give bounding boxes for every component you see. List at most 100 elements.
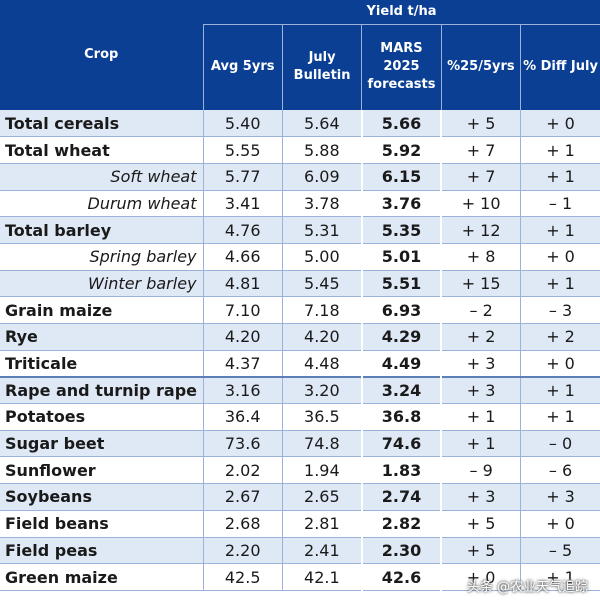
crop-name-cell: Rye	[0, 323, 203, 351]
table-row: Total wheat 5.55 5.88 5.92 + 7 + 1	[0, 136, 600, 164]
avg-5yrs-cell: 5.40	[202, 110, 283, 138]
diff-july-cell: – 5	[520, 537, 600, 565]
table-row: Soybeans 2.67 2.65 2.74 + 3 + 3	[0, 483, 600, 511]
table-row: Durum wheat 3.41 3.78 3.76 + 10– 1	[0, 190, 600, 218]
crop-name-cell: Field peas	[0, 537, 203, 565]
diff-5yrs-cell: + 3	[440, 375, 521, 405]
forecast-cell: 4.29	[360, 323, 443, 351]
forecast-cell: 2.82	[360, 510, 443, 538]
avg-5yrs-cell: 4.66	[202, 243, 283, 271]
crop-name-cell: Green maize	[0, 563, 203, 591]
crop-name-cell: Sunflower	[0, 456, 203, 485]
crop-name-cell: Spring barley	[0, 243, 203, 271]
july-bulletin-cell: 4.48	[281, 350, 362, 378]
diff-5yrs-cell: + 0	[440, 563, 521, 591]
forecast-cell: 5.66	[360, 110, 443, 138]
table-row: Green maize 42.5 42.1 42.6 + 0 + 1	[0, 563, 600, 591]
avg-5yrs-cell: 36.4	[202, 403, 283, 431]
avg-5yrs-cell: 3.41	[202, 190, 283, 218]
diff-july-cell: – 3	[520, 296, 600, 324]
avg-5yrs-cell: 3.16	[202, 375, 283, 405]
diff-5yrs-cell: + 8	[440, 243, 521, 271]
diff-july-cell: + 1	[520, 216, 600, 244]
july-bulletin-cell: 5.00	[281, 243, 362, 271]
diff-july-cell: + 3	[520, 483, 600, 511]
table-row: Potatoes 36.4 36.5 36.8 + 1 + 1	[0, 403, 600, 431]
crop-name-cell: Soft wheat	[0, 163, 203, 191]
diff-july-header: % Diff July	[520, 24, 600, 110]
forecast-cell: 2.30	[360, 537, 443, 565]
diff-5yrs-cell: + 1	[440, 403, 521, 431]
diff-july-cell: + 1	[520, 270, 600, 298]
forecast-cell: 36.8	[360, 403, 443, 431]
diff-july-cell: – 1	[520, 190, 600, 218]
diff-5yrs-cell: + 5	[440, 537, 521, 565]
table-row: Winter barley 4.81 5.45 5.51 + 15 + 1	[0, 270, 600, 298]
diff-5yrs-cell: + 7	[440, 136, 521, 164]
crop-name-cell: Total barley	[0, 216, 203, 244]
avg-5yrs-header: Avg 5yrs	[202, 24, 283, 110]
mars-forecast-header: MARS 2025 forecasts	[361, 24, 442, 110]
avg-5yrs-cell: 2.02	[202, 456, 283, 485]
yield-group-header: Yield t/ha	[203, 0, 600, 25]
watermark: 头条 @农业天气追踪	[466, 580, 588, 595]
forecast-cell: 5.01	[360, 243, 443, 271]
diff-5yrs-cell: + 3	[440, 483, 521, 511]
july-bulletin-cell: 2.65	[281, 483, 362, 511]
avg-5yrs-cell: 42.5	[202, 563, 283, 591]
diff-july-cell: + 1	[520, 403, 600, 431]
avg-5yrs-cell: 4.37	[202, 350, 283, 378]
diff-july-cell: – 6	[520, 456, 600, 485]
crop-name-cell: Sugar beet	[0, 430, 203, 458]
avg-5yrs-cell: 4.81	[202, 270, 283, 298]
avg-5yrs-cell: 2.68	[202, 510, 283, 538]
crop-name-cell: Durum wheat	[0, 190, 203, 218]
diff-july-cell: + 1	[520, 163, 600, 191]
table-row: Sugar beet 73.6 74.8 74.6 + 1– 0	[0, 430, 600, 458]
table-row: Spring barley 4.66 5.00 5.01 + 8 + 0	[0, 243, 600, 271]
diff-5yrs-cell: – 2	[440, 296, 521, 324]
crop-name-cell: Rape and turnip rape	[0, 375, 203, 405]
table-row: Grain maize 7.10 7.18 6.93– 2– 3	[0, 296, 600, 324]
diff-july-cell: + 1	[520, 136, 600, 164]
crop-name-cell: Soybeans	[0, 483, 203, 511]
diff-july-cell: – 0	[520, 430, 600, 458]
forecast-cell: 6.93	[360, 296, 443, 324]
diff-july-cell: + 0	[520, 243, 600, 271]
diff-5yrs-header: %25/5yrs	[440, 24, 521, 110]
avg-5yrs-cell: 2.67	[202, 483, 283, 511]
forecast-cell: 6.15	[360, 163, 443, 191]
diff-july-cell: + 1	[520, 563, 600, 591]
diff-5yrs-cell: + 7	[440, 163, 521, 191]
table-row: Rape and turnip rape 3.16 3.20 3.24 + 3 + 1	[0, 375, 600, 405]
diff-5yrs-cell: + 2	[440, 323, 521, 351]
avg-5yrs-cell: 7.10	[202, 296, 283, 324]
avg-5yrs-cell: 73.6	[202, 430, 283, 458]
avg-5yrs-cell: 2.20	[202, 537, 283, 565]
table-row: Field peas 2.20 2.41 2.30 + 5– 5	[0, 537, 600, 565]
diff-5yrs-cell: + 10	[440, 190, 521, 218]
table-body: Total cereals 5.40 5.64 5.66 + 5 + 0 Total whe…	[0, 110, 600, 591]
table-row: Rye 4.20 4.20 4.29 + 2 + 2	[0, 323, 600, 351]
diff-july-cell: + 1	[520, 375, 600, 405]
july-bulletin-cell: 6.09	[281, 163, 362, 191]
avg-5yrs-cell: 5.77	[202, 163, 283, 191]
crop-name-cell: Field beans	[0, 510, 203, 538]
july-bulletin-cell: 3.20	[281, 375, 362, 405]
diff-july-cell: + 0	[520, 350, 600, 378]
avg-5yrs-cell: 5.55	[202, 136, 283, 164]
july-bulletin-cell: 5.88	[281, 136, 362, 164]
diff-5yrs-cell: + 5	[440, 110, 521, 138]
table-row: Triticale 4.37 4.48 4.49 + 3 + 0	[0, 350, 600, 378]
table-row: Field beans 2.68 2.81 2.82 + 5 + 0	[0, 510, 600, 538]
july-bulletin-cell: 1.94	[281, 456, 362, 485]
july-bulletin-cell: 4.20	[281, 323, 362, 351]
crop-name-cell: Total cereals	[0, 110, 203, 138]
forecast-cell: 5.92	[360, 136, 443, 164]
table-row: Total barley 4.76 5.31 5.35 + 12 + 1	[0, 216, 600, 244]
july-bulletin-cell: 42.1	[281, 563, 362, 591]
table-row: Sunflower 2.02 1.94 1.83– 9– 6	[0, 456, 600, 485]
crop-name-cell: Winter barley	[0, 270, 203, 298]
july-bulletin-cell: 36.5	[281, 403, 362, 431]
